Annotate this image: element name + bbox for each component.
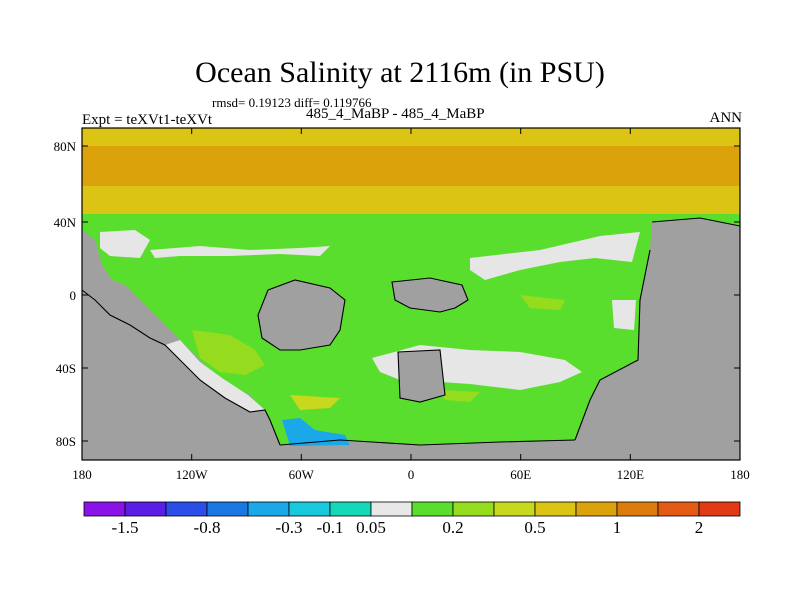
land-southwest-margin	[82, 290, 280, 460]
light-green-patch	[192, 330, 265, 375]
near-zero-patch	[150, 246, 330, 258]
light-green-patch	[290, 395, 340, 410]
coastline-outlines	[81, 217, 741, 446]
land-western-margin	[82, 240, 180, 345]
colorbar-label: -0.1	[317, 518, 344, 537]
colorbar-label: 1	[613, 518, 622, 537]
map-title: Ocean Salinity at 2116m (in PSU)	[195, 56, 605, 89]
lon-tick-label: 0	[408, 467, 415, 482]
land-africa-block	[392, 278, 468, 312]
negative-cyan-patch	[282, 418, 350, 446]
land-south-america	[258, 280, 345, 350]
colorbar-swatch	[165, 501, 208, 517]
colorbar-swatch	[206, 501, 249, 517]
land-interior-block	[398, 350, 445, 402]
colorbar-swatch	[124, 501, 167, 517]
lon-tick-label: 60E	[510, 467, 531, 482]
lat-tick-label: 40N	[54, 215, 77, 230]
experiment-label: Expt = teXVt1-teXVt	[82, 112, 213, 128]
colorbar-label: -0.3	[276, 518, 303, 537]
colorbar-label: 0.2	[442, 518, 463, 537]
colorbar-swatch	[575, 501, 618, 517]
stats-line: rmsd= 0.19123 diff= 0.119766	[212, 95, 372, 110]
lon-tick-label: 120W	[176, 467, 209, 482]
colorbar-swatch	[698, 501, 741, 517]
colorbar-swatch	[657, 501, 700, 517]
colorbar-label: 0.5	[524, 518, 545, 537]
light-green-patch	[520, 295, 565, 310]
longitude-axis: 180 120W 60W 0 60E 120E 180	[72, 128, 750, 482]
lat-tick-label: 80N	[54, 139, 77, 154]
ocean-small-positive	[82, 214, 740, 445]
lon-tick-label: 180	[72, 467, 92, 482]
lat-tick-label: 40S	[56, 361, 76, 376]
colorbar-swatch	[247, 501, 290, 517]
lon-tick-label: 60W	[289, 467, 315, 482]
near-zero-patch	[470, 232, 640, 280]
latitude-axis: 80N 40N 0 40S 80S	[54, 139, 740, 449]
colorbar: -1.5 -0.8 -0.3 -0.1 0.05 0.2 0.5 1 2	[83, 501, 741, 537]
case-label: 485_4_MaBP - 485_4_MaBP	[306, 106, 485, 122]
colorbar-swatch	[534, 501, 577, 517]
lon-tick-label: 120E	[617, 467, 645, 482]
near-zero-patch	[160, 328, 265, 412]
colorbar-label: -0.8	[194, 518, 221, 537]
colorbar-swatch	[493, 501, 536, 517]
near-zero-patch	[612, 300, 636, 330]
light-green-patch	[440, 390, 480, 402]
map-plot-area	[81, 127, 741, 461]
arctic-band-yellow-low	[82, 186, 740, 214]
near-zero-patch	[100, 230, 150, 258]
colorbar-swatch	[616, 501, 659, 517]
colorbar-swatch	[452, 501, 495, 517]
colorbar-swatch	[329, 501, 372, 517]
arctic-band-orange	[82, 146, 740, 186]
colorbar-swatch	[411, 501, 454, 517]
arctic-band-yellow	[82, 128, 740, 146]
colorbar-swatch	[288, 501, 331, 517]
lat-tick-label: 0	[70, 288, 77, 303]
colorbar-swatch	[83, 501, 126, 517]
land-antarctic-strip	[270, 440, 600, 460]
colorbar-label: 2	[695, 518, 704, 537]
season-label: ANN	[709, 110, 743, 126]
colorbar-label: 0.05	[356, 518, 386, 537]
colorbar-swatch	[370, 501, 413, 517]
land-eastern-continent	[575, 218, 740, 460]
colorbar-label: -1.5	[112, 518, 139, 537]
lon-tick-label: 180	[730, 467, 750, 482]
lat-tick-label: 80S	[56, 434, 76, 449]
